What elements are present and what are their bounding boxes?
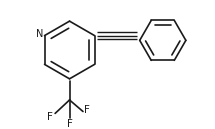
Text: F: F (47, 112, 53, 122)
Text: N: N (36, 29, 43, 39)
Text: F: F (84, 105, 90, 115)
Text: F: F (67, 119, 72, 129)
